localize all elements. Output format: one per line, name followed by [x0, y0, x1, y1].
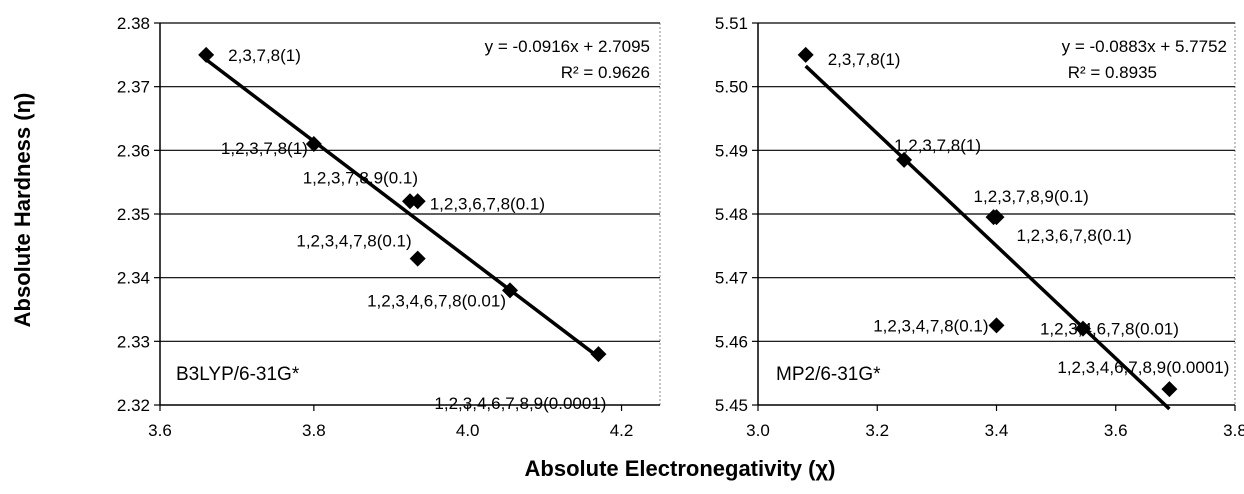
- x-tick-label: 3.6: [148, 421, 172, 440]
- x-tick-label: 3.4: [985, 421, 1009, 440]
- point-label: 1,2,3,4,7,8(0.1): [873, 316, 988, 335]
- y-tick-label: 5.45: [715, 396, 748, 415]
- x-tick-label: 3.0: [746, 421, 770, 440]
- x-tick-label: 3.8: [1223, 421, 1244, 440]
- chart-panel-1: 2.32 2.33 2.34 2.35 2.36 2.37 2.38 3.6 3.8 4.0 4.2…: [117, 14, 661, 440]
- method-label: MP2/6-31G*: [776, 364, 881, 385]
- data-point: [988, 317, 1005, 334]
- y-axis-title: Absolute Hardness (η): [10, 93, 35, 328]
- point-label: 1,2,3,4,6,7,8,9(0.0001): [1057, 358, 1229, 377]
- point-label: 2,3,7,8(1): [828, 50, 901, 69]
- method-label: B3LYP/6-31G*: [176, 364, 300, 385]
- point-label: 1,2,3,7,8(1): [894, 136, 981, 155]
- y-tick-label: 5.46: [715, 332, 748, 351]
- y-tick-label: 2.34: [117, 269, 150, 288]
- r-squared-label: R² = 0.8935: [1068, 63, 1157, 82]
- point-label: 1,2,3,4,7,8(0.1): [296, 232, 411, 251]
- data-point: [896, 151, 913, 168]
- y-tick-label: 5.49: [715, 141, 748, 160]
- x-tick-label: 3.6: [1104, 421, 1128, 440]
- data-point: [797, 46, 814, 63]
- data-point: [1161, 381, 1178, 398]
- x-tick-label: 4.0: [456, 421, 480, 440]
- y-tick-label: 2.37: [117, 78, 150, 97]
- point-label: 1,2,3,4,6,7,8(0.01): [1040, 320, 1179, 339]
- regression-equation: y = -0.0883x + 5.7752: [1062, 37, 1227, 56]
- x-axis-title: Absolute Electronegativity (χ): [525, 456, 836, 481]
- x-tick-label: 3.2: [865, 421, 889, 440]
- data-point: [198, 46, 215, 63]
- r-squared-label: R² = 0.9626: [561, 63, 650, 82]
- y-tick-label: 2.36: [117, 141, 150, 160]
- x-tick-label: 3.8: [302, 421, 326, 440]
- data-point: [502, 282, 518, 299]
- y-tick-label: 2.32: [117, 396, 150, 415]
- x-tick-label: 4.2: [610, 421, 634, 440]
- trendline: [804, 64, 1171, 411]
- regression-equation: y = -0.0916x + 2.7095: [485, 37, 650, 56]
- point-label: 1,2,3,4,6,7,8,9(0.0001): [434, 394, 606, 413]
- point-label: 1,2,3,6,7,8(0.1): [430, 194, 545, 213]
- data-point: [305, 135, 322, 152]
- point-label: 1,2,3,7,8,9(0.1): [974, 187, 1089, 206]
- y-tick-label: 2.33: [117, 332, 150, 351]
- y-tick-label: 5.51: [715, 14, 748, 33]
- point-label: 1,2,3,4,6,7,8(0.01): [367, 291, 506, 310]
- y-tick-label: 5.48: [715, 205, 748, 224]
- trendline: [205, 58, 600, 359]
- point-label: 2,3,7,8(1): [228, 46, 301, 65]
- data-point: [590, 346, 607, 363]
- data-point: [409, 193, 426, 210]
- y-tick-label: 2.38: [117, 14, 150, 33]
- point-label: 1,2,3,6,7,8(0.1): [1017, 226, 1132, 245]
- point-label: 1,2,3,7,8(1): [221, 139, 308, 158]
- y-tick-label: 5.47: [715, 269, 748, 288]
- data-point: [988, 209, 1005, 226]
- chart-panel-2: 5.45 5.46 5.47 5.48 5.49 5.50 5.51 3.0 3.2 3.4 3.6…: [715, 14, 1244, 440]
- data-point: [409, 250, 426, 267]
- y-tick-label: 2.35: [117, 205, 150, 224]
- point-label: 1,2,3,7,8,9(0.1): [303, 168, 418, 187]
- data-point: [1074, 320, 1091, 337]
- y-tick-label: 5.50: [715, 78, 748, 97]
